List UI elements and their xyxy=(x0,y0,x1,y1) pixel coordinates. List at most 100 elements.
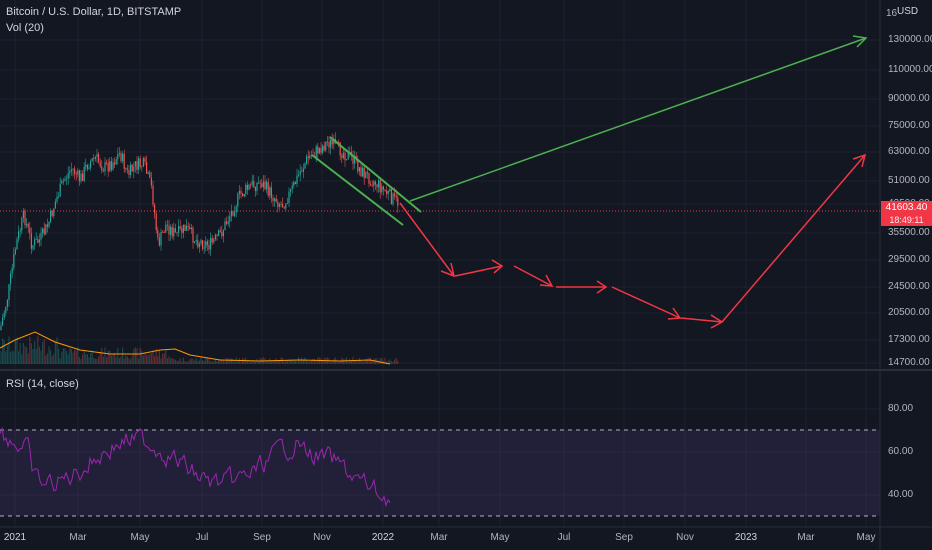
candle-body xyxy=(389,189,391,192)
volume-bar xyxy=(266,360,268,364)
symbol-legend[interactable]: Bitcoin / U.S. Dollar, 1D, BITSTAMP xyxy=(6,6,182,18)
volume-bar xyxy=(48,346,50,364)
volume-bar xyxy=(118,358,120,364)
volume-bar xyxy=(101,347,103,364)
volume-bar xyxy=(133,348,135,364)
candle-body xyxy=(365,172,367,179)
volume-bar xyxy=(306,360,308,364)
rsi-legend[interactable]: RSI (14, close) xyxy=(6,378,79,390)
volume-bar xyxy=(125,355,127,364)
volume-bar xyxy=(397,360,399,364)
volume-bar xyxy=(14,340,16,364)
volume-bar xyxy=(80,358,82,364)
candle-body xyxy=(146,161,148,174)
volume-bar xyxy=(131,355,133,364)
candle-body xyxy=(38,239,40,243)
candle-body xyxy=(70,169,72,172)
candle-body xyxy=(315,146,317,158)
candle-body xyxy=(229,216,231,222)
candle-body xyxy=(245,184,247,194)
volume-bar xyxy=(35,348,37,364)
bearish-projection-path[interactable] xyxy=(399,153,867,329)
volume-bar xyxy=(102,356,104,364)
volume-legend[interactable]: Vol (20) xyxy=(6,22,44,34)
volume-bar xyxy=(234,361,236,364)
volume-bar xyxy=(112,354,114,364)
volume-bar xyxy=(8,336,10,364)
volume-bar xyxy=(29,336,31,364)
volume-bar xyxy=(274,360,276,364)
volume-bar xyxy=(229,358,231,364)
candle-body xyxy=(118,153,120,155)
currency-label[interactable]: USD xyxy=(897,6,919,17)
candle-body xyxy=(326,141,328,143)
volume-bar xyxy=(6,346,8,364)
candle-body xyxy=(218,230,220,236)
candle-body xyxy=(2,317,4,326)
candle-body xyxy=(302,168,304,172)
candle-body xyxy=(106,162,108,164)
price-tick-label: 110000.00 xyxy=(888,64,932,75)
volume-bar xyxy=(168,356,170,364)
candle-body xyxy=(272,198,274,201)
candle-body xyxy=(29,227,31,234)
volume-bar xyxy=(371,360,373,364)
candle-body xyxy=(341,155,343,158)
candle-body xyxy=(128,169,130,175)
price-tick-label: 24500.00 xyxy=(888,281,930,292)
volume-bar xyxy=(134,347,136,364)
candle-body xyxy=(114,162,116,165)
candle-body xyxy=(157,230,159,238)
candle-body xyxy=(56,196,58,202)
channel-upper-line[interactable] xyxy=(329,136,422,213)
candle-body xyxy=(162,231,164,233)
volume-bar xyxy=(315,361,317,364)
candle-body xyxy=(262,181,264,188)
volume-bar xyxy=(285,360,287,364)
volume-bar xyxy=(18,351,20,364)
candle-body xyxy=(53,208,55,216)
candle-body xyxy=(192,227,194,243)
candle-body xyxy=(131,164,133,172)
candle-body xyxy=(34,239,36,246)
candle-body xyxy=(40,232,42,240)
volume-bar xyxy=(248,361,250,364)
candle-body xyxy=(16,239,18,250)
candle-body xyxy=(258,182,260,184)
volume-bar xyxy=(277,359,279,364)
candle-body xyxy=(278,204,280,207)
volume-bar xyxy=(158,350,160,364)
volume-bar xyxy=(336,359,338,364)
candle-body xyxy=(283,207,285,209)
volume-bar xyxy=(165,349,167,364)
bullish-projection-arrow[interactable] xyxy=(409,35,868,202)
candle-body xyxy=(282,203,284,208)
volume-bar xyxy=(182,357,184,364)
volume-bar xyxy=(243,358,245,364)
candle-body xyxy=(288,191,290,204)
volume-bar xyxy=(88,357,90,364)
time-tick-label: Mar xyxy=(69,532,87,543)
candle-body xyxy=(99,161,101,167)
candle-body xyxy=(8,284,10,301)
volume-bar xyxy=(53,353,55,364)
candle-body xyxy=(74,168,76,175)
candle-body xyxy=(139,158,141,167)
candle-body xyxy=(394,193,396,196)
candle-body xyxy=(50,210,52,222)
candle-body xyxy=(190,227,192,230)
candle-body xyxy=(384,189,386,191)
grid-lines xyxy=(0,0,880,527)
candle-body xyxy=(301,171,303,173)
candle-body xyxy=(331,139,333,145)
candle-body xyxy=(202,240,204,249)
candle-body xyxy=(213,239,215,243)
candle-body xyxy=(123,153,125,169)
volume-bar xyxy=(224,361,226,364)
volume-bar xyxy=(227,358,229,364)
channel-lower-line[interactable] xyxy=(311,154,404,226)
volume-bar xyxy=(51,355,53,364)
volume-moving-average xyxy=(0,331,391,365)
candle-body xyxy=(21,218,23,231)
